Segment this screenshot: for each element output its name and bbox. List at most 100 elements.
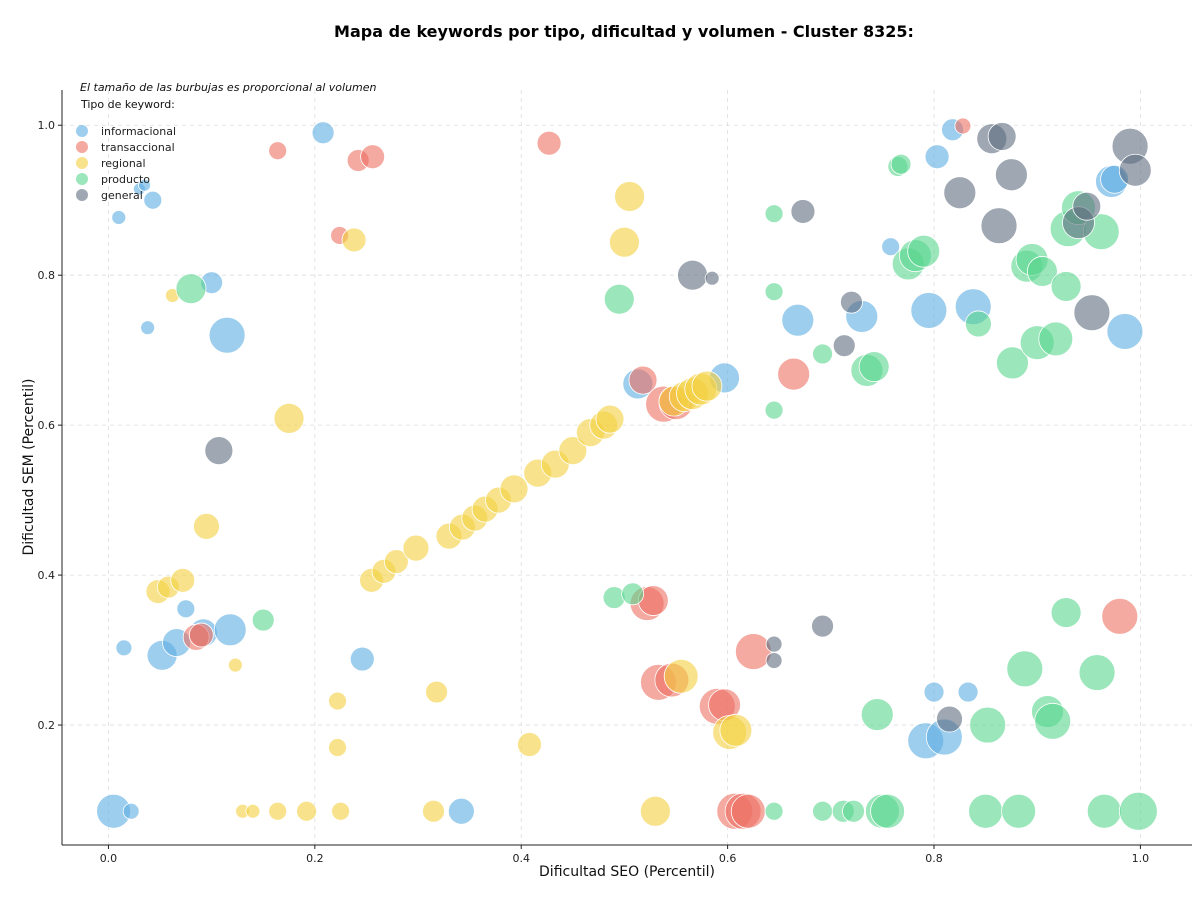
y-tick-label-0: 0.2 (38, 719, 56, 732)
bubble-informacional-1 (122, 802, 140, 820)
bubble-regional-10 (639, 795, 671, 827)
bubble-informacional-16 (349, 646, 375, 672)
bubble-general-2 (704, 270, 720, 286)
legend-marker-informacional (76, 125, 88, 137)
bubble-general-17 (1073, 294, 1111, 332)
bubble-producto-25 (968, 793, 1004, 829)
bubble-regional-18 (341, 227, 367, 253)
bubble-producto-27 (1001, 793, 1037, 829)
x-tick-label-1: 0.2 (306, 852, 324, 865)
bubble-general-3 (765, 635, 783, 653)
x-tick-label-0: 0.0 (100, 852, 118, 865)
bubble-regional-1 (245, 803, 261, 819)
x-tick-label-3: 0.6 (719, 852, 737, 865)
bubble-regional-9 (517, 732, 542, 757)
x-tick-label-5: 1.0 (1132, 852, 1150, 865)
bubble-general-12 (987, 122, 1017, 151)
legend-label-general: general (101, 189, 143, 202)
legend-marker-producto (76, 173, 88, 185)
bubble-informacional-20 (781, 303, 815, 337)
bubble-producto-6 (764, 282, 784, 302)
bubble-regional-31 (558, 436, 588, 466)
bubble-regional-17 (273, 402, 305, 434)
bubble-regional-6 (328, 738, 347, 757)
bubble-regional-16 (193, 512, 220, 540)
bubble-informacional-10 (176, 599, 196, 619)
bubble-regional-4 (331, 801, 351, 821)
bubble-producto-19 (890, 153, 912, 175)
bubble-producto-17 (870, 793, 905, 829)
y-tick-label-2: 0.6 (38, 419, 56, 432)
bubble-producto-15 (860, 698, 894, 731)
bubble-informacional-5 (111, 210, 127, 225)
bubble-producto-43 (1118, 791, 1158, 831)
bubble-regional-44 (719, 713, 753, 747)
bubble-general-8 (840, 290, 863, 314)
bubble-general-19 (1118, 153, 1152, 187)
bubble-regional-28 (499, 474, 529, 504)
bubble-general-14 (995, 158, 1028, 192)
bubble-producto-24 (969, 706, 1007, 744)
bubble-informacional-3 (138, 178, 151, 192)
legend-title: Tipo de keyword: (80, 98, 175, 111)
bubble-transaccional-18 (730, 793, 766, 829)
bubble-producto-37 (1050, 597, 1082, 628)
bubble-producto-22 (907, 234, 941, 268)
bubble-regional-3 (296, 800, 317, 822)
bubble-producto-28 (1006, 650, 1044, 688)
bubble-regional-21 (383, 549, 409, 574)
bubble-transaccional-6 (536, 130, 562, 156)
legend: Tipo de keyword: informacional transaccio… (76, 98, 176, 202)
bubble-producto-33 (1038, 321, 1074, 357)
bubble-informacional-17 (447, 797, 475, 825)
bubble-general-5 (790, 199, 816, 224)
bubble-general-0 (204, 436, 234, 466)
tick-layer: 0.0 0.2 0.4 0.6 0.8 1.0 0.2 0.4 0.6 0.8 1.0 (38, 119, 1150, 865)
bubble-general-1 (677, 259, 708, 291)
bubble-producto-36 (1050, 271, 1082, 302)
bubble-regional-2 (268, 801, 288, 821)
x-tick-label-2: 0.4 (512, 852, 530, 865)
bubble-producto-23 (964, 310, 992, 338)
bubble-general-6 (811, 614, 834, 638)
bubble-informacional-4 (143, 190, 163, 210)
bubble-producto-40 (1078, 654, 1116, 691)
bubble-general-7 (832, 334, 856, 358)
bubble-regional-5 (328, 691, 347, 711)
bubble-producto-9 (812, 343, 833, 365)
bubble-informacional-28 (957, 681, 979, 703)
bubble-transaccional-22 (1101, 597, 1139, 635)
bubble-producto-5 (764, 204, 784, 224)
bubble-informacional-7 (115, 639, 133, 657)
bubble-producto-8 (764, 801, 784, 821)
legend-label-producto: producto (101, 173, 150, 186)
y-tick-label-4: 1.0 (38, 119, 56, 132)
bubble-general-16 (1072, 191, 1102, 221)
bubble-producto-42 (1086, 793, 1122, 829)
bubble-informacional-23 (910, 292, 948, 329)
bubble-regional-22 (402, 534, 430, 562)
bubble-regional-15 (170, 567, 196, 593)
y-tick-label-1: 0.4 (38, 569, 56, 582)
bubble-producto-2 (602, 586, 626, 609)
x-tick-label-4: 0.8 (925, 852, 943, 865)
bubble-producto-10 (812, 800, 833, 822)
bubble-informacional-33 (1106, 313, 1144, 350)
legend-label-informacional: informacional (101, 125, 176, 138)
y-tick-label-3: 0.8 (38, 269, 56, 282)
chart-title: Mapa de keywords por tipo, dificultad y … (334, 22, 914, 41)
bubble-size-note: El tamaño de las burbujas es proporciona… (80, 81, 377, 94)
bubble-producto-35 (1034, 702, 1072, 740)
bubble-informacional-6 (140, 320, 156, 336)
bubble-transaccional-2 (360, 144, 386, 170)
bubble-general-13 (980, 207, 1018, 245)
bubble-regional-40 (609, 226, 640, 258)
legend-label-regional: regional (101, 157, 146, 170)
bubble-transaccional-7 (628, 365, 658, 395)
x-axis-title: Dificultad SEO (Percentil) (539, 864, 715, 880)
bubble-general-9 (936, 705, 963, 733)
bubble-producto-0 (175, 273, 207, 305)
bubble-producto-3 (621, 582, 645, 606)
